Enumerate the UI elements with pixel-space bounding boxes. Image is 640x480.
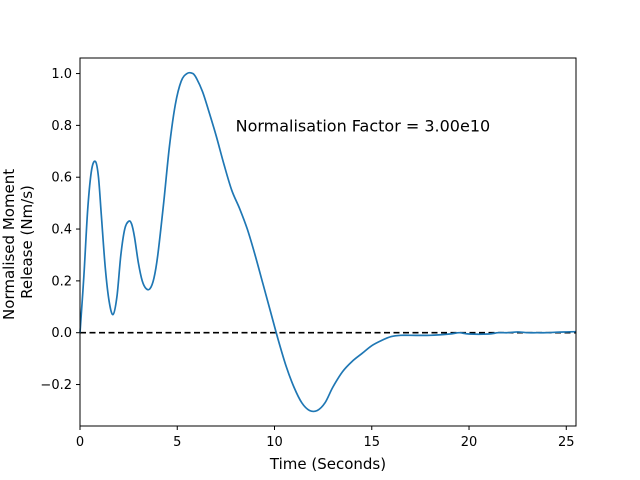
series-line (79, 71, 577, 413)
x-axis-ticks: 0 5 10 15 20 25 (76, 426, 575, 450)
y-axis-ticks: −0.2 0.0 0.2 0.4 0.6 0.8 1.0 (40, 67, 80, 393)
x-tick-label: 0 (76, 435, 84, 450)
y-tick-label: 0.8 (51, 119, 72, 134)
x-tick-label: 20 (461, 435, 478, 450)
x-tick-label: 25 (558, 435, 575, 450)
x-tick-label: 5 (173, 435, 181, 450)
x-axis-label: Time (Seconds) (269, 455, 386, 473)
y-tick-label: −0.2 (40, 378, 72, 393)
plot-area (80, 58, 576, 426)
y-tick-label: 0.4 (51, 223, 72, 238)
y-tick-label: 0.2 (51, 274, 72, 289)
plot-frame (79, 57, 577, 427)
y-axis-label-line-1: Normalised Moment (0, 169, 18, 320)
y-tick-label: 1.0 (51, 67, 72, 82)
y-tick-label: 0.0 (51, 326, 72, 341)
annotation-text: Normalisation Factor = 3.00e10 (236, 116, 491, 135)
x-tick-label: 15 (363, 435, 380, 450)
y-axis-label: Normalised Moment Release (Nm/s) (0, 164, 36, 320)
y-axis-label-line-2: Release (Nm/s) (18, 185, 36, 299)
y-tick-label: 0.6 (51, 171, 72, 186)
x-tick-label: 10 (266, 435, 283, 450)
